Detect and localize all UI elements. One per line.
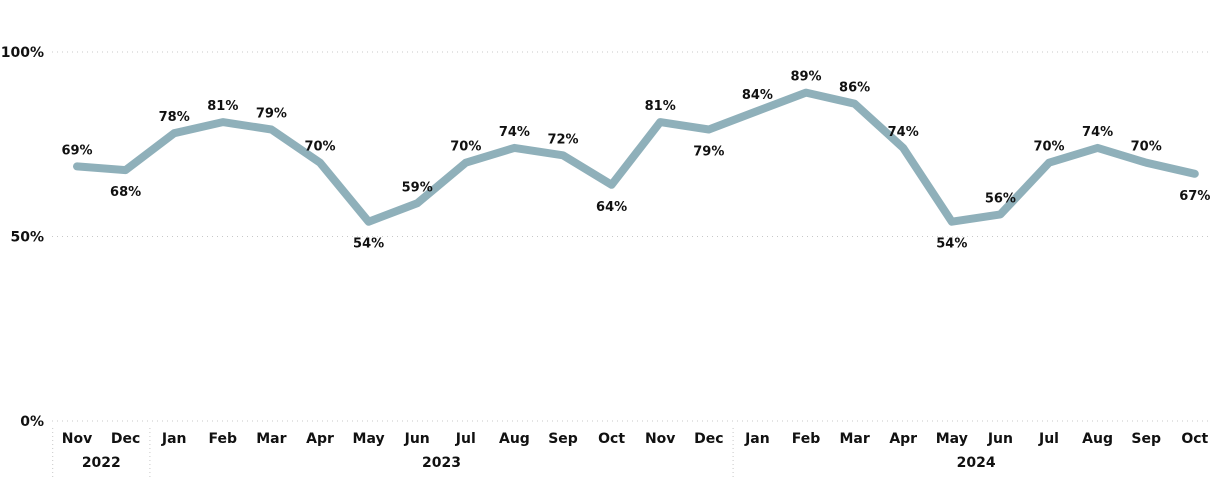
year-label: 2022	[82, 455, 121, 471]
data-label: 79%	[693, 144, 724, 159]
y-tick-label: 50%	[10, 230, 44, 246]
x-tick-label: Apr	[306, 431, 334, 447]
data-label: 59%	[402, 180, 433, 195]
x-tick-label: Dec	[111, 431, 140, 447]
x-tick-label: May	[936, 431, 968, 447]
data-label: 74%	[1082, 125, 1113, 140]
x-tick-label: May	[353, 431, 385, 447]
y-tick-label: 100%	[1, 45, 44, 61]
x-tick-label: Jan	[161, 431, 187, 447]
x-axis: Nov Dec Jan Feb Mar Apr May Jun Jul Aug Sep Oct Nov D…	[52, 428, 1209, 478]
data-label: 81%	[207, 99, 238, 114]
x-tick-label: Sep	[548, 431, 578, 447]
data-label: 68%	[110, 185, 141, 200]
data-label: 89%	[790, 70, 821, 85]
data-label: 70%	[304, 140, 335, 155]
gridlines	[52, 51, 1210, 422]
data-label: 56%	[985, 191, 1016, 206]
y-tick-label: 0%	[20, 414, 44, 430]
x-tick-label: Dec	[694, 431, 723, 447]
x-tick-label: Feb	[209, 431, 238, 447]
series-line	[73, 88, 1199, 226]
data-label: 54%	[353, 237, 384, 252]
data-label: 72%	[547, 132, 578, 147]
x-tick-label: Aug	[499, 431, 530, 447]
x-tick-label: Apr	[889, 431, 917, 447]
series-line-path	[73, 88, 1199, 226]
x-tick-label: Mar	[839, 431, 869, 447]
data-label: 86%	[839, 81, 870, 96]
data-labels: 69% 68% 78% 81% 79% 70% 54% 59% 70% 74% 72% 64% 81% 7…	[61, 70, 1210, 252]
year-label: 2024	[957, 455, 996, 471]
x-tick-label: Oct	[598, 431, 625, 447]
x-tick-label: Jun	[404, 431, 430, 447]
x-tick-label: Jan	[744, 431, 770, 447]
data-label: 64%	[596, 200, 627, 215]
data-label: 74%	[499, 125, 530, 140]
x-tick-label: Nov	[62, 431, 92, 447]
data-label: 84%	[742, 88, 773, 103]
x-tick-label: Aug	[1082, 431, 1113, 447]
data-label: 69%	[61, 143, 92, 158]
x-tick-label: Feb	[792, 431, 821, 447]
data-label: 79%	[256, 106, 287, 121]
x-tick-label: Nov	[645, 431, 675, 447]
data-label: 70%	[1033, 140, 1064, 155]
data-label: 78%	[159, 110, 190, 125]
y-axis: 0% 50% 100%	[1, 45, 44, 430]
year-label: 2023	[422, 455, 461, 471]
x-tick-label: Jun	[987, 431, 1013, 447]
data-label: 67%	[1179, 189, 1210, 204]
data-label: 74%	[888, 125, 919, 140]
x-tick-label: Oct	[1181, 431, 1208, 447]
data-label: 70%	[450, 140, 481, 155]
data-label: 54%	[936, 237, 967, 252]
x-tick-label: Sep	[1131, 431, 1161, 447]
x-tick-label: Mar	[256, 431, 286, 447]
data-label: 81%	[645, 99, 676, 114]
data-label: 70%	[1131, 140, 1162, 155]
x-tick-label: Jul	[1038, 431, 1059, 447]
x-tick-label: Jul	[455, 431, 476, 447]
